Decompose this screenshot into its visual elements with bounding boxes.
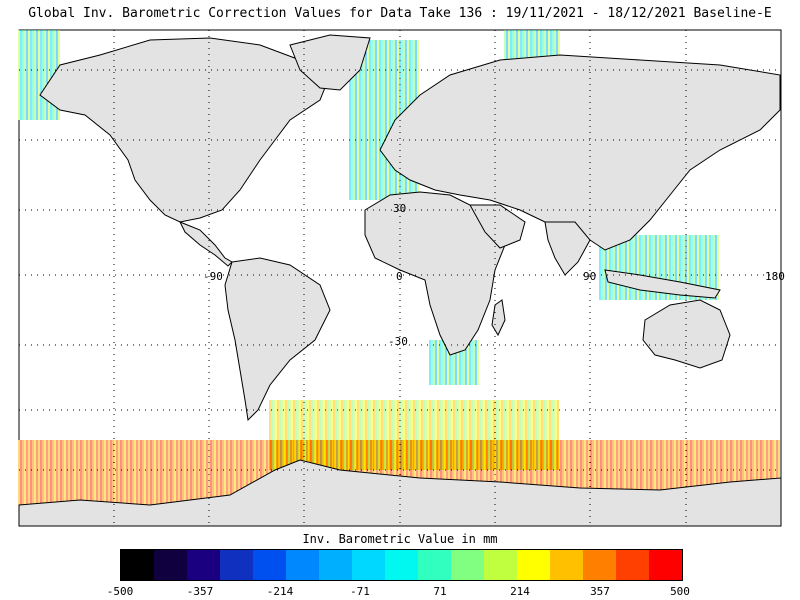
colorbar-segment	[286, 550, 319, 580]
colorbar-tick: -357	[186, 585, 214, 598]
north-america	[39, 37, 331, 223]
colorbar-segment	[484, 550, 517, 580]
grid-labels: -90 0 90 180 30 -30	[203, 202, 785, 348]
colorbar-tick: -71	[350, 585, 370, 598]
colorbar	[120, 549, 683, 581]
colorbar-tick: 214	[510, 585, 530, 598]
colorbar-segment	[220, 550, 253, 580]
colorbar-segment	[649, 550, 682, 580]
colorbar-segment	[451, 550, 484, 580]
colorbar-tick: 71	[433, 585, 447, 598]
colorbar-segment	[385, 550, 418, 580]
colorbar-tick: 500	[670, 585, 690, 598]
colorbar-segment	[319, 550, 352, 580]
lon-label-neg90: -90	[203, 270, 223, 283]
arabia	[469, 204, 526, 249]
colorbar-tick: 357	[590, 585, 610, 598]
land-masses	[18, 34, 782, 527]
lon-label-180: 180	[765, 270, 785, 283]
colorbar-segment	[550, 550, 583, 580]
colorbar-segment	[154, 550, 187, 580]
lon-label-0: 0	[396, 270, 403, 283]
colorbar-segment	[253, 550, 286, 580]
graticule	[19, 30, 781, 526]
lat-label-neg30: -30	[388, 335, 408, 348]
colorbar-label: Inv. Barometric Value in mm	[302, 532, 498, 546]
colorbar-segment	[121, 550, 154, 580]
greenland	[289, 34, 371, 91]
indonesia	[604, 269, 721, 299]
australia	[642, 299, 731, 369]
colorbar-segment	[583, 550, 616, 580]
map-title: Global Inv. Barometric Correction Values…	[28, 6, 772, 21]
south-america	[224, 257, 331, 422]
colorbar-segment	[352, 550, 385, 580]
lat-label-30: 30	[393, 202, 406, 215]
colorbar-segment	[517, 550, 550, 580]
eurasia	[379, 54, 781, 251]
lon-label-90: 90	[583, 270, 596, 283]
colorbar-segment	[418, 550, 451, 580]
madagascar	[491, 299, 506, 337]
central-america	[178, 221, 233, 267]
colorbar-tick: -214	[266, 585, 294, 598]
colorbar-tick: -500	[106, 585, 134, 598]
colorbar-segment	[187, 550, 220, 580]
colorbar-segment	[616, 550, 649, 580]
india	[544, 221, 591, 276]
